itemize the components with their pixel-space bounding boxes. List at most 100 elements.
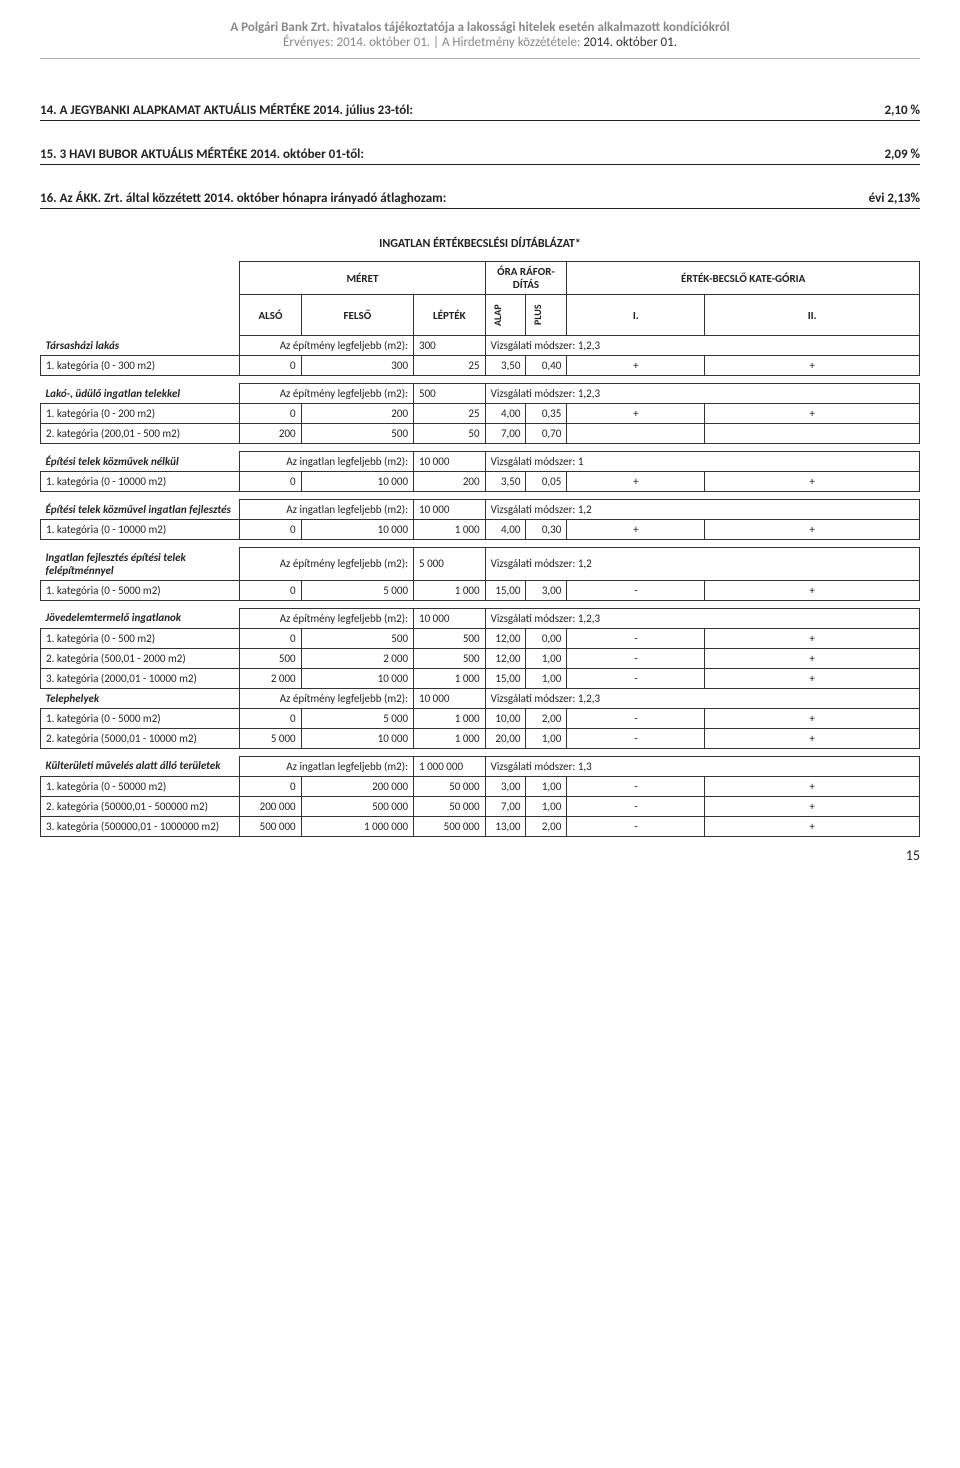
felso-cell: 200 000 xyxy=(301,776,413,796)
ii-cell: + xyxy=(705,628,920,648)
table-row: 1. kategória (0 - 500 m2)050050012,000,0… xyxy=(41,628,920,648)
section-method: Vizsgálati módszer: 1,2,3 xyxy=(485,336,919,356)
plus-cell: 1,00 xyxy=(526,668,567,688)
section-max-label: Az ingatlan legfeljebb (m2): xyxy=(240,500,414,520)
rate-row: 16. Az ÁKK. Zrt. által közzétett 2014. o… xyxy=(40,187,920,209)
table-row: 1. kategória (0 - 5000 m2)05 0001 00015,… xyxy=(41,580,920,600)
section-max-value: 5 000 xyxy=(414,548,486,581)
section-max-value: 1 000 000 xyxy=(414,756,486,776)
section-max-value: 300 xyxy=(414,336,486,356)
plus-cell: 3,00 xyxy=(526,580,567,600)
also-cell: 0 xyxy=(240,472,301,492)
section-name: Jövedelemtermelő ingatlanok xyxy=(41,608,240,628)
plus-cell: 0,70 xyxy=(526,424,567,444)
i-cell: - xyxy=(567,796,705,816)
also-cell: 0 xyxy=(240,520,301,540)
ii-cell: + xyxy=(705,404,920,424)
plus-cell: 0,00 xyxy=(526,628,567,648)
felso-cell: 500 xyxy=(301,628,413,648)
leptek-cell: 1 000 xyxy=(414,520,486,540)
table-row: 2. kategória (50000,01 - 500000 m2)200 0… xyxy=(41,796,920,816)
section-max-label: Az építmény legfeljebb (m2): xyxy=(240,608,414,628)
category-cell: 1. kategória (0 - 300 m2) xyxy=(41,356,240,376)
alap-cell: 3,50 xyxy=(485,356,526,376)
section-method: Vizsgálati módszer: 1,2 xyxy=(485,548,919,581)
section-max-value: 10 000 xyxy=(414,500,486,520)
alap-cell: 12,00 xyxy=(485,648,526,668)
section-method: Vizsgálati módszer: 1 xyxy=(485,452,919,472)
rate-row: 15. 3 HAVI BUBOR AKTUÁLIS MÉRTÉKE 2014. … xyxy=(40,143,920,165)
leptek-cell: 1 000 xyxy=(414,668,486,688)
doc-title: A Polgári Bank Zrt. hivatalos tájékoztat… xyxy=(40,20,920,35)
section-max-label: Az építmény legfeljebb (m2): xyxy=(240,688,414,708)
plus-cell: 1,00 xyxy=(526,728,567,748)
pricing-table: MÉRET ÓRA RÁFOR-DÍTÁS ÉRTÉK-BECSLŐ KATE-… xyxy=(40,261,920,837)
plus-cell: 0,40 xyxy=(526,356,567,376)
alap-cell: 13,00 xyxy=(485,816,526,836)
leptek-cell: 1 000 xyxy=(414,728,486,748)
section-name: Építési telek közművel ingatlan fejleszt… xyxy=(41,500,240,520)
felso-cell: 500 000 xyxy=(301,796,413,816)
also-cell: 500 000 xyxy=(240,816,301,836)
head-leptek: LÉPTÉK xyxy=(414,295,486,336)
leptek-cell: 50 xyxy=(414,424,486,444)
felso-cell: 200 xyxy=(301,404,413,424)
leptek-cell: 25 xyxy=(414,356,486,376)
table-main-title: INGATLAN ÉRTÉKBECSLÉSI DÍJTÁBLÁZAT* xyxy=(40,237,920,251)
category-cell: 2. kategória (200,01 - 500 m2) xyxy=(41,424,240,444)
also-cell: 200 000 xyxy=(240,796,301,816)
section-method: Vizsgálati módszer: 1,3 xyxy=(485,756,919,776)
also-cell: 0 xyxy=(240,580,301,600)
section-header-row: TelephelyekAz építmény legfeljebb (m2):1… xyxy=(41,688,920,708)
head-meret: MÉRET xyxy=(240,262,485,295)
section-max-value: 10 000 xyxy=(414,452,486,472)
alap-cell: 15,00 xyxy=(485,580,526,600)
felso-cell: 10 000 xyxy=(301,728,413,748)
ii-cell: + xyxy=(705,776,920,796)
plus-cell: 1,00 xyxy=(526,776,567,796)
doc-subtitle: Érvényes: 2014. október 01. | A Hirdetmé… xyxy=(40,35,920,50)
section-method: Vizsgálati módszer: 1,2,3 xyxy=(485,688,919,708)
felso-cell: 2 000 xyxy=(301,648,413,668)
section-name: Külterületi művelés alatt álló területek xyxy=(41,756,240,776)
felso-cell: 500 xyxy=(301,424,413,444)
head-also: ALSÓ xyxy=(240,295,301,336)
i-cell: - xyxy=(567,648,705,668)
section-header-row: Lakó-, üdülő ingatlan telekkelAz építmén… xyxy=(41,384,920,404)
rate-label: 14. A JEGYBANKI ALAPKAMAT AKTUÁLIS MÉRTÉ… xyxy=(40,103,413,118)
category-cell: 1. kategória (0 - 200 m2) xyxy=(41,404,240,424)
felso-cell: 1 000 000 xyxy=(301,816,413,836)
felso-cell: 10 000 xyxy=(301,472,413,492)
leptek-cell: 25 xyxy=(414,404,486,424)
table-row: 3. kategória (2000,01 - 10000 m2)2 00010… xyxy=(41,668,920,688)
category-cell: 1. kategória (0 - 10000 m2) xyxy=(41,472,240,492)
ii-cell: + xyxy=(705,708,920,728)
rate-label: 15. 3 HAVI BUBOR AKTUÁLIS MÉRTÉKE 2014. … xyxy=(40,147,364,162)
also-cell: 500 xyxy=(240,648,301,668)
category-cell: 1. kategória (0 - 5000 m2) xyxy=(41,580,240,600)
table-row: 2. kategória (5000,01 - 10000 m2)5 00010… xyxy=(41,728,920,748)
leptek-cell: 1 000 xyxy=(414,708,486,728)
alap-cell: 4,00 xyxy=(485,404,526,424)
subtitle-grey: Érvényes: 2014. október 01. | A Hirdetmé… xyxy=(283,35,583,50)
i-cell: - xyxy=(567,708,705,728)
i-cell: - xyxy=(567,580,705,600)
also-cell: 0 xyxy=(240,776,301,796)
plus-cell: 0,05 xyxy=(526,472,567,492)
head-plus: PLUS xyxy=(526,295,567,336)
alap-cell: 20,00 xyxy=(485,728,526,748)
felso-cell: 10 000 xyxy=(301,520,413,540)
section-header-row: Külterületi művelés alatt álló területek… xyxy=(41,756,920,776)
section-header-row: Jövedelemtermelő ingatlanokAz építmény l… xyxy=(41,608,920,628)
ii-cell: + xyxy=(705,816,920,836)
category-cell: 3. kategória (500000,01 - 1000000 m2) xyxy=(41,816,240,836)
felso-cell: 10 000 xyxy=(301,668,413,688)
i-cell: - xyxy=(567,776,705,796)
table-row: 3. kategória (500000,01 - 1000000 m2)500… xyxy=(41,816,920,836)
i-cell: + xyxy=(567,356,705,376)
head-ii: II. xyxy=(705,295,920,336)
i-cell: - xyxy=(567,668,705,688)
rate-value: 2,10 % xyxy=(884,103,920,118)
plus-cell: 1,00 xyxy=(526,796,567,816)
section-name: Ingatlan fejlesztés építési telek felépí… xyxy=(41,548,240,581)
